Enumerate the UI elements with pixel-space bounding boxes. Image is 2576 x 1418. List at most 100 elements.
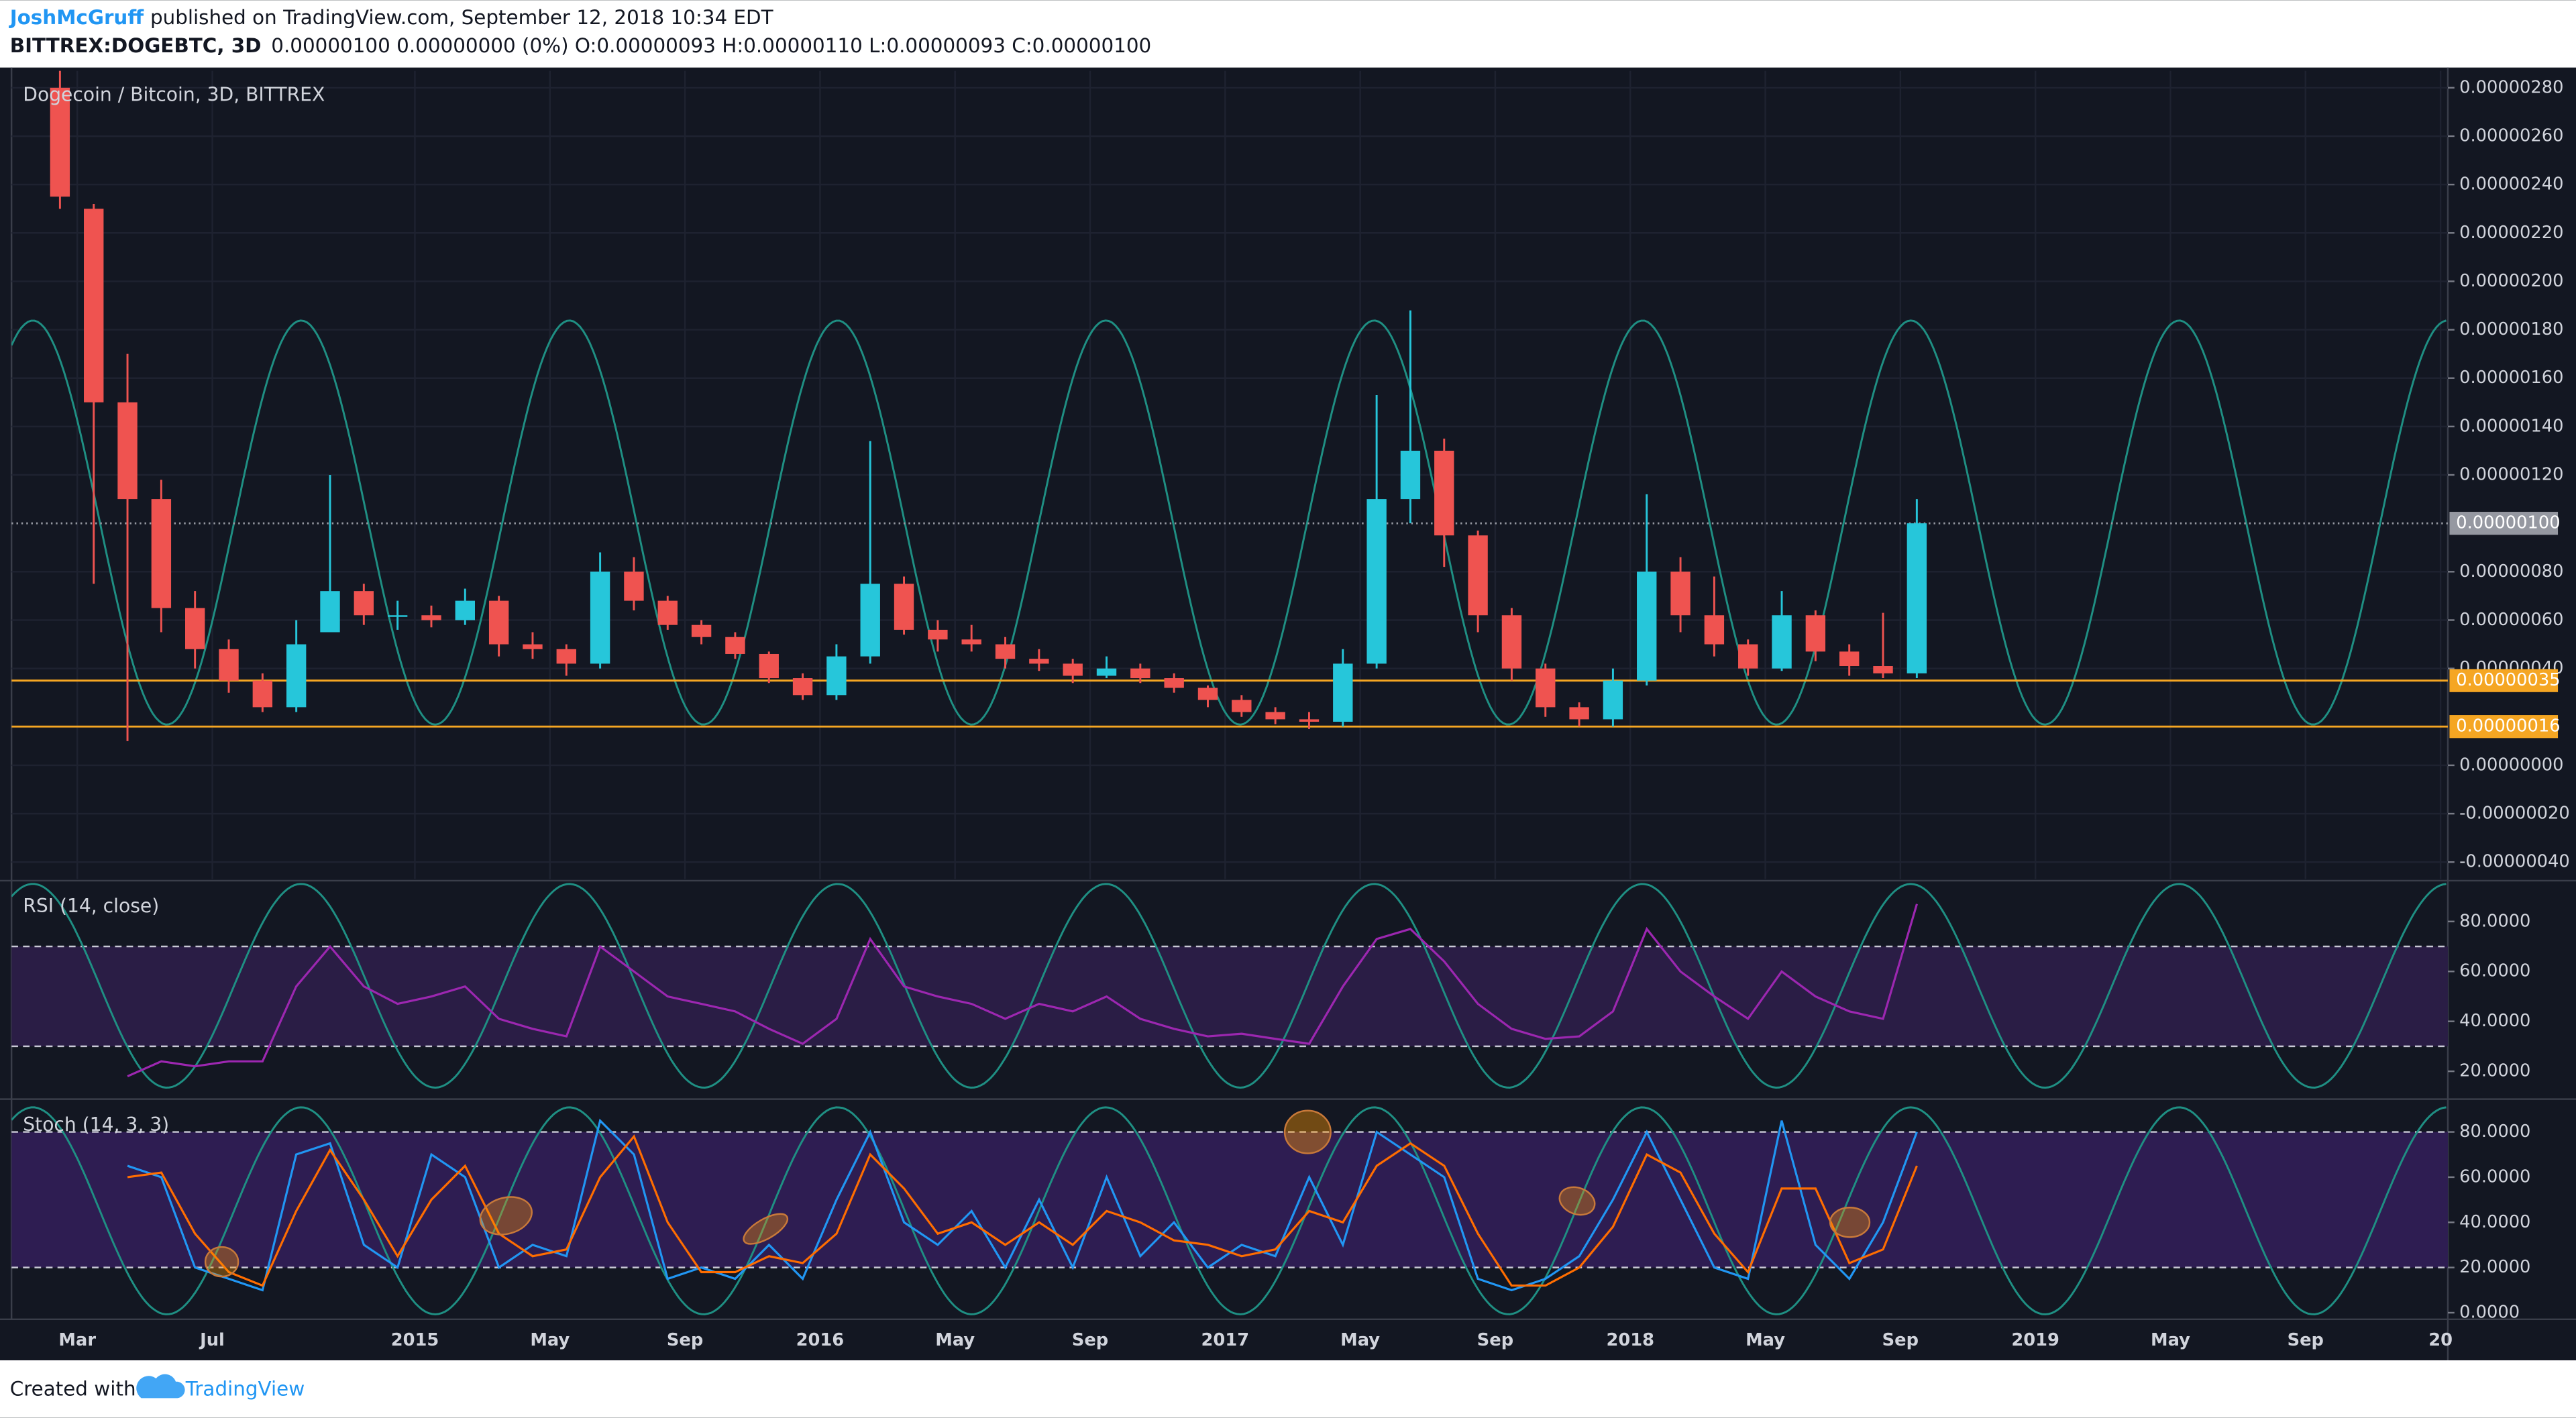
highlight bbox=[743, 1213, 789, 1245]
x-tick-label: May bbox=[1746, 1330, 1785, 1350]
candle-body bbox=[252, 680, 273, 708]
candle-body bbox=[995, 644, 1016, 659]
x-tick-label: Sep bbox=[2288, 1330, 2324, 1350]
candle-body bbox=[894, 584, 914, 630]
y-tick-label: 0.00000240 bbox=[2459, 174, 2563, 195]
panel-title: RSI (14, close) bbox=[23, 895, 159, 917]
candle-body bbox=[185, 608, 205, 649]
candle-body bbox=[1096, 668, 1117, 676]
candle-body bbox=[354, 591, 374, 616]
candle-body bbox=[1637, 571, 1657, 681]
price-label-bg bbox=[2449, 715, 2559, 739]
footer-created: Created with bbox=[10, 1378, 136, 1401]
candle-body bbox=[1366, 499, 1387, 664]
candle-body bbox=[1468, 535, 1488, 616]
y-tick-label: 0.00000140 bbox=[2459, 416, 2563, 436]
candle-body bbox=[1569, 707, 1589, 720]
candle-body bbox=[320, 591, 340, 633]
candle-body bbox=[1873, 666, 1893, 673]
candle-body bbox=[151, 499, 172, 608]
x-tick-label: 2016 bbox=[796, 1330, 845, 1350]
x-tick-label: May bbox=[530, 1330, 570, 1350]
candle-body bbox=[1164, 678, 1184, 688]
x-tick-label: 20 bbox=[2428, 1330, 2453, 1350]
publish-line: JoshMcGruff published on TradingView.com,… bbox=[9, 6, 774, 29]
candle-body bbox=[1501, 615, 1522, 669]
footer-bg bbox=[0, 1360, 2576, 1418]
cycle-sine bbox=[11, 1106, 2447, 1315]
logo bbox=[136, 1374, 185, 1399]
candle-body bbox=[523, 644, 543, 649]
y-tick-label: 0.00000160 bbox=[2459, 368, 2563, 388]
x-tick-label: 2015 bbox=[391, 1330, 439, 1350]
candle-body bbox=[1130, 668, 1150, 679]
candle-body bbox=[84, 209, 104, 402]
highlight bbox=[204, 1246, 239, 1278]
candle-body bbox=[455, 600, 475, 620]
candle-body bbox=[117, 402, 138, 500]
symbol-line: BITTREX:DOGEBTC, 3D 0.00000100 0.00000000… bbox=[10, 34, 1152, 56]
author[interactable]: JoshMcGruff bbox=[9, 6, 145, 29]
panel bbox=[11, 70, 2448, 879]
annotations bbox=[204, 1109, 1871, 1278]
y-tick-label: 20.0000 bbox=[2459, 1257, 2530, 1277]
candle-body bbox=[1232, 700, 1252, 712]
x-tick-label: Mar bbox=[58, 1330, 96, 1350]
footer-brand[interactable]: TradingView bbox=[185, 1378, 305, 1401]
y-tick-label: 80.0000 bbox=[2459, 911, 2530, 931]
y-tick-label: 0.00000060 bbox=[2459, 610, 2563, 630]
x-tick-label: May bbox=[935, 1330, 975, 1350]
price-label-bg bbox=[2449, 512, 2559, 535]
panel bbox=[11, 883, 2448, 1089]
candle-body bbox=[1400, 450, 1421, 500]
symbol: BITTREX:DOGEBTC, 3D bbox=[10, 34, 262, 56]
candle-body bbox=[590, 571, 610, 664]
candle-body bbox=[826, 656, 847, 696]
candle-body bbox=[1333, 663, 1353, 722]
candle-body bbox=[961, 639, 981, 645]
candle-body bbox=[1805, 615, 1826, 652]
candle-body bbox=[1670, 571, 1690, 616]
candle-body bbox=[860, 584, 880, 657]
candle-body bbox=[759, 653, 779, 679]
band-fill bbox=[11, 1132, 2448, 1268]
x-tick-label: Sep bbox=[667, 1330, 703, 1350]
candle-body bbox=[1907, 523, 1927, 673]
price-label-bg bbox=[2449, 669, 2559, 692]
quote: 0.00000100 0.00000000 (0%) O:0.00000093 … bbox=[271, 34, 1151, 56]
price-label: 0.00000016 bbox=[2456, 716, 2560, 737]
x-tick-label: 2017 bbox=[1201, 1330, 1250, 1350]
candle-body bbox=[1265, 712, 1285, 720]
price-label: 0.00000100 bbox=[2456, 513, 2560, 533]
candle-body bbox=[725, 637, 745, 654]
cycle-sine bbox=[11, 883, 2447, 1089]
candle-body bbox=[1063, 663, 1083, 676]
candle-body bbox=[1299, 719, 1320, 722]
y-tick-label: -0.00000040 bbox=[2459, 852, 2570, 872]
candle-body bbox=[1536, 668, 1556, 708]
candle-body bbox=[792, 678, 813, 696]
y-tick-label: 60.0000 bbox=[2459, 961, 2530, 981]
y-tick-label: 0.00000120 bbox=[2459, 465, 2563, 485]
candle-body bbox=[624, 571, 644, 601]
candle-body bbox=[1772, 615, 1792, 669]
highlight bbox=[1558, 1186, 1596, 1216]
y-tick-label: 0.00000260 bbox=[2459, 125, 2563, 146]
data-line bbox=[127, 1134, 1918, 1287]
x-tick-label: Jul bbox=[199, 1330, 225, 1350]
candle-body bbox=[488, 600, 509, 645]
x-tick-label: May bbox=[1340, 1330, 1380, 1350]
candle-body bbox=[556, 649, 576, 664]
y-tick-label: 0.00000000 bbox=[2459, 755, 2563, 775]
highlight bbox=[479, 1196, 533, 1236]
y-tick-label: 0.00000180 bbox=[2459, 319, 2563, 339]
x-tick-label: Sep bbox=[1477, 1330, 1513, 1350]
candle-body bbox=[286, 644, 307, 708]
header-bg bbox=[0, 0, 2576, 68]
price-label: 0.00000035 bbox=[2456, 670, 2560, 690]
panel bbox=[11, 1106, 2448, 1315]
y-tick-label: 40.0000 bbox=[2459, 1011, 2530, 1031]
published: published on TradingView.com, September … bbox=[150, 6, 774, 29]
